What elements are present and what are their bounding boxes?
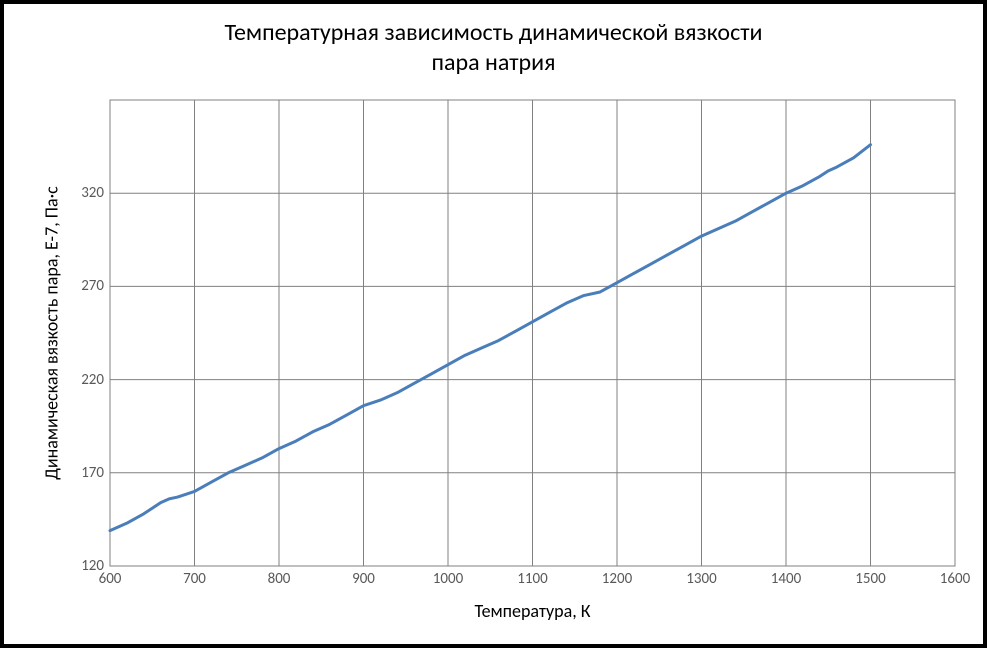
chart-title: Температурная зависимость динамической в… (4, 4, 983, 78)
y-tick-label: 320 (81, 184, 104, 202)
chart-frame: Температурная зависимость динамической в… (0, 0, 987, 648)
y-tick-label: 170 (81, 464, 104, 482)
y-tick-label: 120 (81, 557, 104, 575)
chart-title-line1: Температурная зависимость динамической в… (225, 18, 763, 47)
chart-svg (110, 100, 955, 566)
x-tick-label: 700 (183, 570, 206, 588)
x-tick-label: 1200 (602, 570, 632, 588)
x-tick-label: 900 (352, 570, 375, 588)
x-tick-label: 1600 (940, 570, 970, 588)
x-tick-label: 1000 (433, 570, 463, 588)
y-tick-label: 270 (81, 277, 104, 295)
y-tick-label: 220 (81, 371, 104, 389)
x-tick-label: 800 (268, 570, 291, 588)
plot-area: 6007008009001000110012001300140015001600… (110, 100, 955, 566)
y-axis-title: Динамическая вязкость пара, E-7, Па·с (40, 100, 64, 566)
x-tick-label: 1400 (771, 570, 801, 588)
x-tick-label: 1500 (855, 570, 885, 588)
x-tick-label: 1100 (517, 570, 547, 588)
chart-title-line2: пара натрия (431, 48, 555, 77)
x-tick-label: 1300 (686, 570, 716, 588)
plot-area-wrap: Динамическая вязкость пара, E-7, Па·с Те… (40, 100, 965, 626)
x-axis-title: Температура, К (110, 600, 955, 626)
